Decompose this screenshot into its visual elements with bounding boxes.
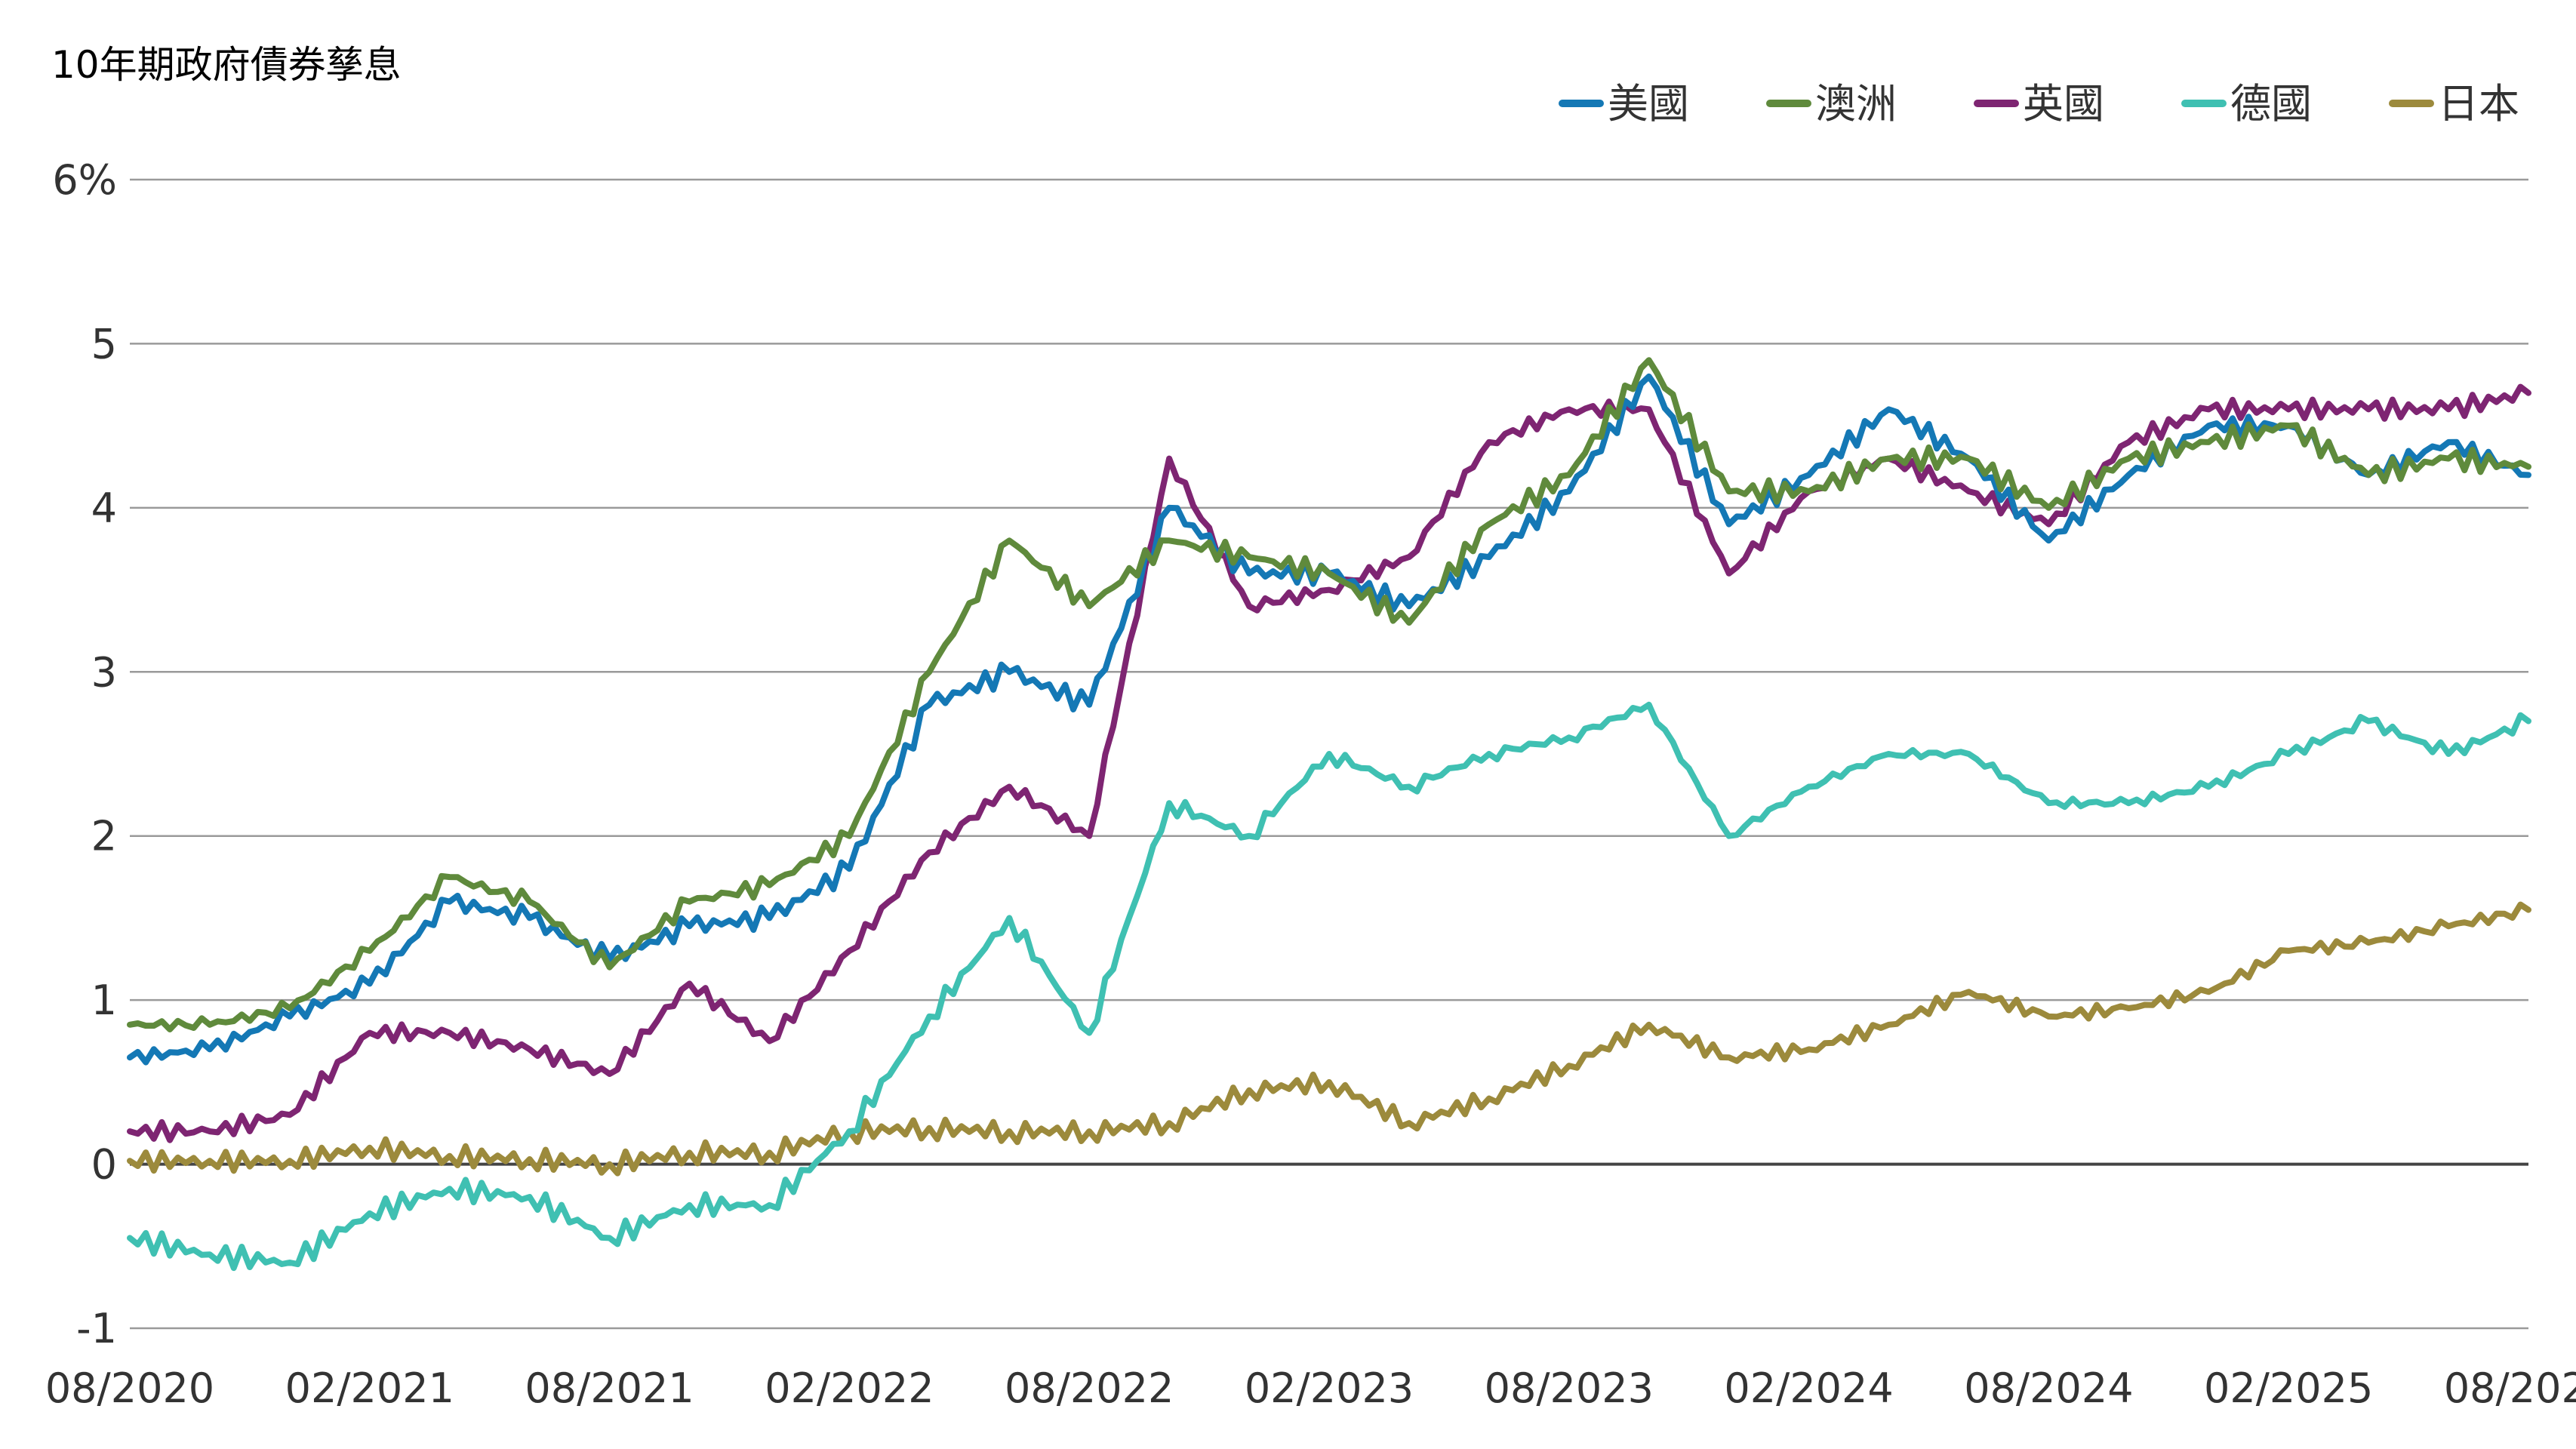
y-tick-label: 1 [91,977,117,1024]
legend-label: 德國 [2230,80,2312,128]
legend-label: 英國 [2023,80,2104,128]
y-tick-label: 4 [91,485,117,532]
y-tick-label: -1 [76,1305,117,1352]
y-axis-ticks: -1 0 1 2 3 4 5 6% [52,156,117,1352]
x-tick-label: 08/2024 [1964,1364,2133,1412]
y-tick-label: 2 [91,813,117,860]
x-tick-label: 08/2023 [1485,1364,1654,1412]
y-tick-label: 6% [52,156,117,204]
legend: 美國 澳洲 英國 德國 日本 [1559,80,2519,128]
x-tick-label: 02/2022 [765,1364,934,1412]
x-tick-label: 08/2022 [1005,1364,1174,1412]
x-tick-label: 02/2025 [2204,1364,2373,1412]
x-tick-label: 08/2025 [2444,1364,2576,1412]
series-line [127,373,2531,1066]
x-tick-label: 02/2023 [1245,1364,1414,1412]
legend-label: 美國 [1608,80,1689,128]
x-tick-label: 02/2021 [285,1364,454,1412]
y-tick-label: 3 [91,648,117,696]
series-line [127,901,2531,1177]
x-tick-label: 08/2020 [45,1364,214,1412]
y-tick-label: 0 [91,1141,117,1189]
legend-label: 澳洲 [1815,80,1897,128]
x-tick-label: 02/2024 [1724,1364,1893,1412]
series-line [127,357,2531,1032]
x-tick-label: 08/2021 [525,1364,694,1412]
x-axis-ticks: 08/2020 02/2021 08/2021 02/2022 08/2022 02/20… [45,1364,2576,1412]
series-line [127,701,2531,1272]
y-tick-label: 5 [91,320,117,368]
grid-lines [130,178,2528,1330]
legend-label: 日本 [2438,80,2519,128]
series-lines [127,357,2531,1272]
chart-title: 10年期政府債券孳息 [51,43,402,87]
series-line [127,383,2531,1143]
